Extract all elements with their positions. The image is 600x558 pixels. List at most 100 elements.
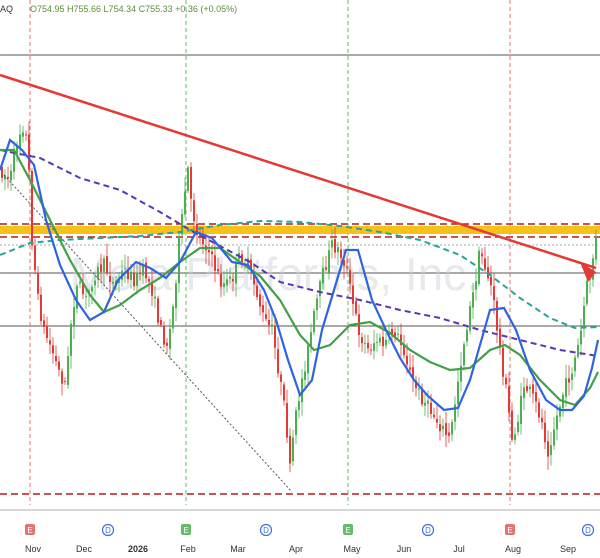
candle-body xyxy=(379,337,381,343)
dividend-marker[interactable]: D xyxy=(259,523,273,537)
event-marker-label: D xyxy=(263,526,269,535)
dividend-marker[interactable]: D xyxy=(421,523,435,537)
candle-body xyxy=(397,333,399,335)
candle-body xyxy=(148,279,150,282)
candle-body xyxy=(544,422,546,443)
candle-body xyxy=(490,277,492,286)
candle-body xyxy=(553,429,555,446)
candle-body xyxy=(46,325,48,338)
candle-body xyxy=(163,325,165,345)
candle-body xyxy=(190,166,192,199)
candle-body xyxy=(316,298,318,311)
candle-body xyxy=(313,310,315,333)
candle-body xyxy=(337,247,339,253)
candle-body xyxy=(196,223,198,235)
candle-body xyxy=(175,283,177,309)
candle-body xyxy=(16,144,18,154)
candle-body xyxy=(556,415,558,430)
symbol-fragment: AQ xyxy=(0,4,13,14)
candle-body xyxy=(130,271,132,281)
ma-green xyxy=(0,148,599,407)
candle-body xyxy=(346,266,348,268)
candle-body xyxy=(13,151,15,172)
candle-body xyxy=(82,283,84,295)
candle-body xyxy=(61,371,63,384)
dividend-marker[interactable]: D xyxy=(101,523,115,537)
candle-body xyxy=(139,272,141,275)
candle-body xyxy=(22,132,24,137)
candle-body xyxy=(85,296,87,298)
candle-body xyxy=(178,236,180,284)
candle-body xyxy=(70,323,72,356)
ma-purple-dashed xyxy=(0,149,599,357)
event-marker-label: D xyxy=(105,526,111,535)
ohlc-readout: O754.95 H755.66 L754.34 C755.33 +0.36 (+… xyxy=(30,4,237,14)
earnings-marker[interactable]: E xyxy=(343,524,353,535)
candle-body xyxy=(547,441,549,457)
candle-body xyxy=(187,167,189,191)
candle-body xyxy=(124,268,126,270)
candle-body xyxy=(595,236,597,260)
candle-body xyxy=(67,356,69,386)
earnings-badge xyxy=(181,524,191,535)
candle-body xyxy=(55,355,57,362)
candle-body xyxy=(550,445,552,456)
event-marker-label: E xyxy=(183,526,188,535)
candle-body xyxy=(151,283,153,296)
candle-body xyxy=(1,167,3,178)
candle-body xyxy=(532,384,534,394)
candle-body xyxy=(169,328,171,349)
dividend-badge xyxy=(421,523,435,537)
candle-body xyxy=(568,378,570,383)
candle-body xyxy=(97,267,99,280)
candle-body xyxy=(295,410,297,435)
candle-body xyxy=(472,292,474,308)
candle-body xyxy=(541,417,543,423)
candle-body xyxy=(580,330,582,345)
candle-body xyxy=(493,286,495,301)
candle-body xyxy=(226,279,228,286)
candle-body xyxy=(454,404,456,422)
candle-body xyxy=(565,378,567,398)
earnings-marker[interactable]: E xyxy=(181,524,191,535)
candle-body xyxy=(475,281,477,290)
candle-body xyxy=(58,361,60,370)
candle-body xyxy=(343,260,345,266)
candle-body xyxy=(538,402,540,418)
candle-body xyxy=(412,367,414,380)
candle-body xyxy=(349,270,351,284)
candle-body xyxy=(100,264,102,272)
candle-body xyxy=(496,300,498,331)
candle-body xyxy=(466,329,468,342)
candle-body xyxy=(520,395,522,424)
earnings-marker[interactable]: E xyxy=(505,524,515,535)
candle-body xyxy=(103,258,105,272)
candle-body xyxy=(376,342,378,344)
candle-body xyxy=(325,267,327,270)
candle-body xyxy=(514,434,516,440)
dividend-marker[interactable]: D xyxy=(581,523,595,537)
candle-body xyxy=(406,355,408,365)
candle-body xyxy=(484,258,486,270)
candle-body xyxy=(214,255,216,271)
candle-body xyxy=(505,377,507,385)
candle-body xyxy=(331,240,333,248)
candle-body xyxy=(76,286,78,309)
candle-body xyxy=(511,410,513,440)
price-arrow-marker xyxy=(580,262,596,282)
candle-body xyxy=(133,273,135,287)
candle-body xyxy=(439,424,441,432)
x-tick-label: Sep xyxy=(560,544,576,554)
candle-body xyxy=(523,387,525,399)
candle-body xyxy=(4,175,6,180)
candle-body xyxy=(250,259,252,270)
candle-body xyxy=(73,307,75,327)
candle-body xyxy=(79,281,81,284)
candle-body xyxy=(289,435,291,464)
dividend-badge xyxy=(101,523,115,537)
event-marker-label: E xyxy=(27,526,32,535)
earnings-marker[interactable]: E xyxy=(25,524,35,535)
candle-body xyxy=(193,200,195,222)
